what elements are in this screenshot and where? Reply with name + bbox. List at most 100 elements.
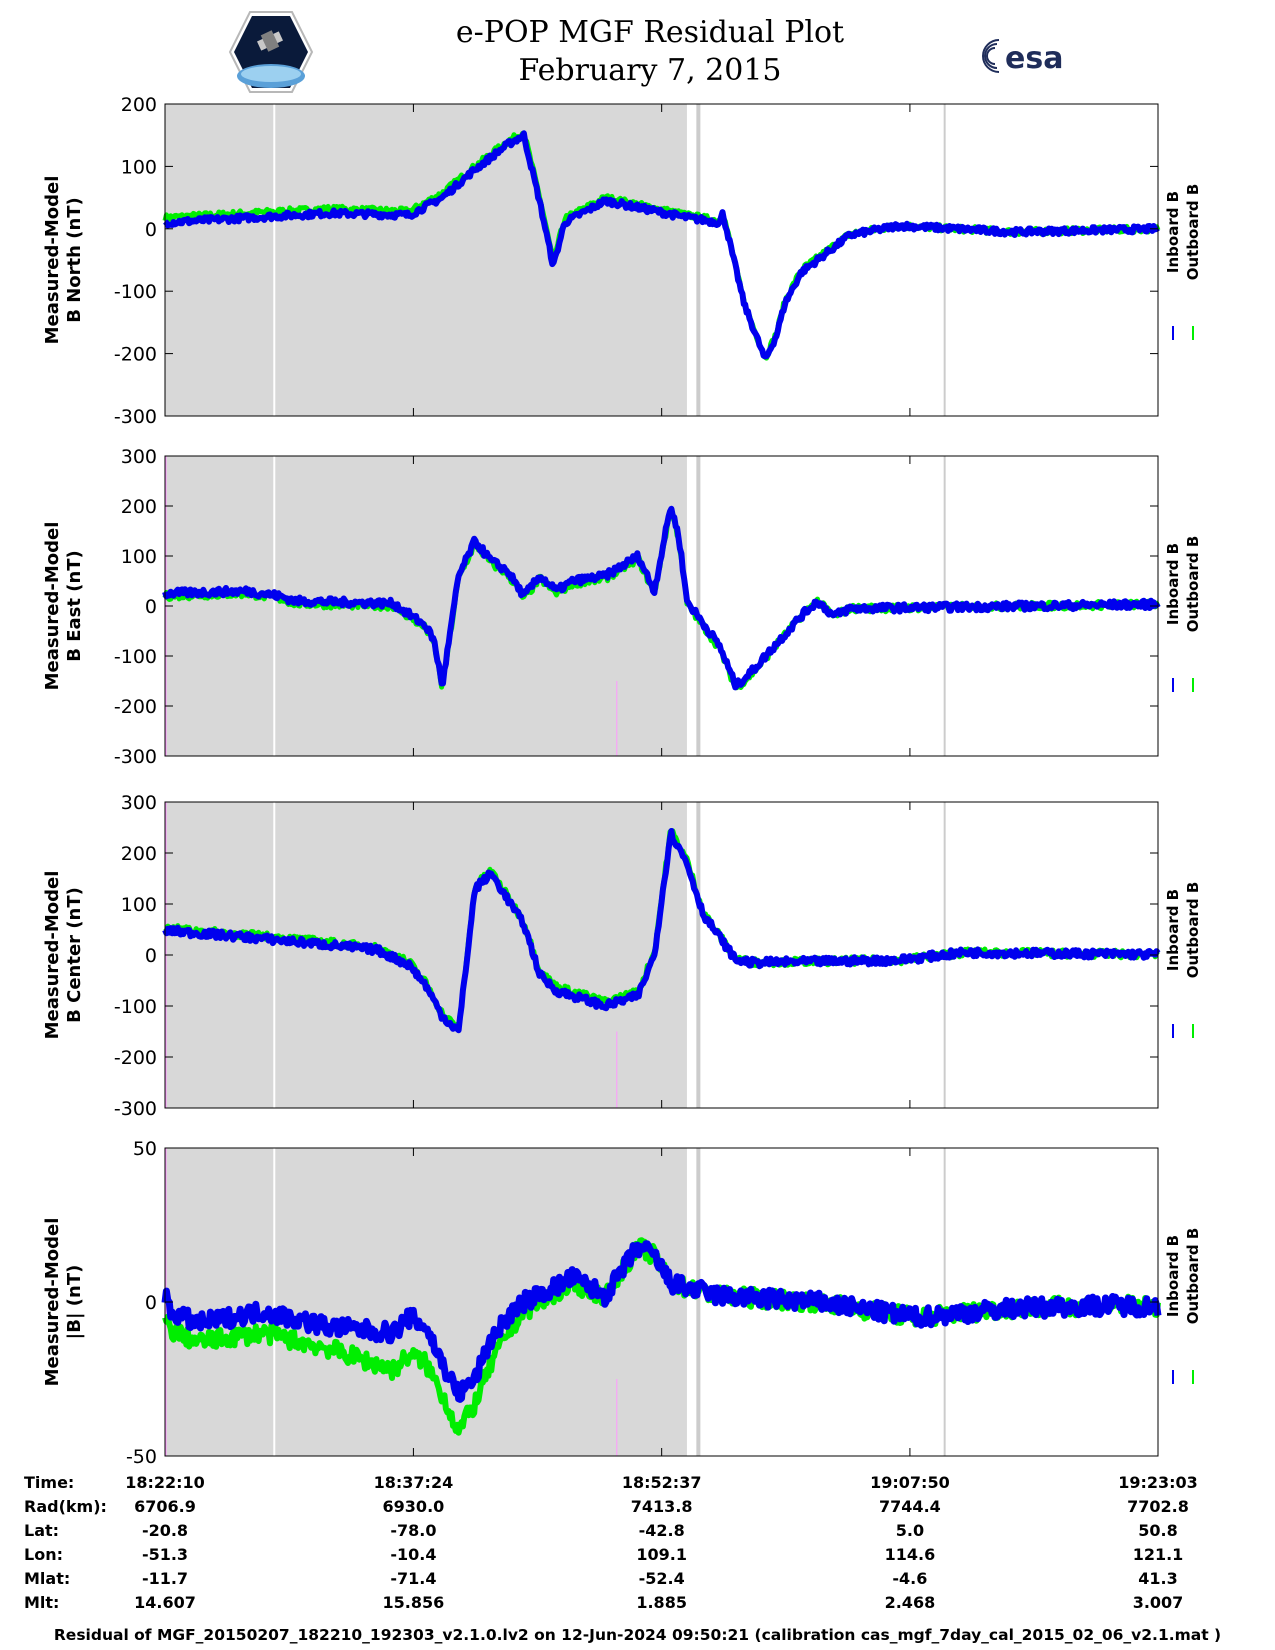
y-tick-label: -200 [114, 344, 157, 366]
info-value: 7744.4 [879, 1497, 941, 1516]
y-axis-label-line: Measured-Model [42, 522, 63, 691]
shaded-region [165, 456, 687, 756]
title-line-1: e-POP MGF Residual Plot [455, 15, 845, 50]
y-tick-label: -300 [114, 406, 157, 428]
info-value: -42.8 [639, 1521, 685, 1540]
legend: Inboard B Outboard B [1164, 184, 1202, 340]
y-tick-label: -200 [114, 696, 157, 718]
info-value: 19:07:50 [870, 1473, 950, 1492]
y-tick-label: -200 [114, 1047, 157, 1069]
series-line-inboard [161, 1240, 1162, 1403]
y-axis-label: Measured-ModelB Center (nT) [42, 871, 85, 1040]
esa-logo-icon: esa [982, 39, 1063, 76]
y-axis-label-line: B East (nT) [64, 550, 85, 662]
info-value: 18:22:10 [125, 1473, 205, 1492]
y-axis-label-line: Measured-Model [42, 176, 63, 345]
y-tick-label: 100 [121, 894, 157, 916]
y-axis-label-line: B North (nT) [64, 197, 85, 323]
y-axis-label: Measured-ModelB East (nT) [42, 522, 85, 691]
legend-label: Inboard B [1164, 191, 1182, 273]
panel-2: 300 200 100 0 -100 -200 -300 Measured-ModelB Ea… [42, 446, 1202, 768]
y-tick-label: -300 [114, 746, 157, 768]
info-row-label: Time: [24, 1473, 74, 1492]
y-tick-label: 0 [145, 596, 157, 618]
y-axis-label-line: |B| (nT) [64, 1265, 85, 1340]
legend: Inboard B Outboard B [1164, 536, 1202, 692]
info-value: 6706.9 [134, 1497, 196, 1516]
x-axis-info-table: Time: 18:22:10 18:37:24 18:52:37 19:07:50 19:… [24, 1473, 1198, 1612]
y-tick-label: -100 [114, 996, 157, 1018]
info-value: 14.607 [134, 1593, 196, 1612]
info-value: -10.4 [390, 1545, 436, 1564]
y-tick-label: 200 [121, 94, 157, 116]
info-value: 114.6 [885, 1545, 936, 1564]
info-value: 15.856 [383, 1593, 445, 1612]
y-axis-label-line: Measured-Model [42, 1218, 63, 1387]
info-value: 3.007 [1133, 1593, 1184, 1612]
legend-label: Outboard B [1184, 882, 1202, 979]
info-value: 2.468 [885, 1593, 936, 1612]
info-value: 121.1 [1133, 1545, 1184, 1564]
mission-logo-icon [228, 11, 314, 93]
series-line-inboard [162, 505, 1161, 691]
info-value: -71.4 [390, 1569, 436, 1588]
y-tick-label: 0 [145, 945, 157, 967]
y-tick-label: 0 [145, 219, 157, 241]
info-row-label: Mlt: [24, 1593, 59, 1612]
info-row-label: Rad(km): [24, 1497, 107, 1516]
legend-label: Inboard B [1164, 543, 1182, 625]
panel-4: 50 0 -50 Measured-Model|B| (nT) Inboard B Out… [42, 1138, 1202, 1468]
info-value: 19:23:03 [1118, 1473, 1198, 1492]
info-row-label: Lon: [24, 1545, 63, 1564]
y-tick-label: 100 [121, 156, 157, 178]
legend-label: Inboard B [1164, 889, 1182, 971]
legend: Inboard B Outboard B [1164, 882, 1202, 1038]
y-tick-label: -100 [114, 281, 157, 303]
y-axis-label: Measured-Model|B| (nT) [42, 1218, 85, 1387]
info-value: 41.3 [1138, 1569, 1177, 1588]
y-axis-label-line: B Center (nT) [64, 887, 85, 1023]
shaded-region [165, 104, 687, 416]
legend-label: Outboard B [1184, 184, 1202, 281]
legend-label: Outboard B [1184, 1228, 1202, 1325]
info-value: 50.8 [1138, 1521, 1177, 1540]
info-value: 5.0 [896, 1521, 924, 1540]
y-tick-label: 300 [121, 446, 157, 468]
y-tick-label: 100 [121, 546, 157, 568]
legend-label: Outboard B [1184, 536, 1202, 633]
info-value: -78.0 [390, 1521, 436, 1540]
info-value: 7702.8 [1127, 1497, 1189, 1516]
y-tick-label: 300 [121, 792, 157, 814]
y-tick-label: -300 [114, 1098, 157, 1120]
info-value: 18:52:37 [622, 1473, 702, 1492]
y-tick-label: 200 [121, 843, 157, 865]
panel-3: 300 200 100 0 -100 -200 -300 Measured-ModelB Ce… [42, 792, 1202, 1120]
panel-1: 200 100 0 -100 -200 -300 Measured-ModelB North… [42, 94, 1202, 428]
info-value: 109.1 [636, 1545, 687, 1564]
series-line-inboard [162, 828, 1161, 1034]
legend: Inboard B Outboard B [1164, 1228, 1202, 1384]
y-tick-label: -50 [126, 1446, 157, 1468]
shaded-region [165, 802, 687, 1108]
info-value: -20.8 [142, 1521, 188, 1540]
y-tick-label: 0 [145, 1292, 157, 1314]
esa-logo-text: esa [1005, 41, 1063, 76]
y-tick-label: -100 [114, 646, 157, 668]
legend-label: Inboard B [1164, 1235, 1182, 1317]
info-value: 6930.0 [383, 1497, 445, 1516]
info-value: -4.6 [892, 1569, 927, 1588]
info-row-label: Lat: [24, 1521, 59, 1540]
info-value: 7413.8 [631, 1497, 693, 1516]
y-tick-label: 50 [133, 1138, 157, 1160]
info-value: 18:37:24 [374, 1473, 454, 1492]
info-value: 1.885 [636, 1593, 687, 1612]
y-axis-label: Measured-ModelB North (nT) [42, 176, 85, 345]
info-value: -52.4 [639, 1569, 685, 1588]
y-tick-label: 200 [121, 496, 157, 518]
info-value: -51.3 [142, 1545, 188, 1564]
info-row-label: Mlat: [24, 1569, 70, 1588]
y-axis-label-line: Measured-Model [42, 871, 63, 1040]
series-line-inboard [163, 130, 1160, 360]
title-line-2: February 7, 2015 [518, 53, 782, 88]
